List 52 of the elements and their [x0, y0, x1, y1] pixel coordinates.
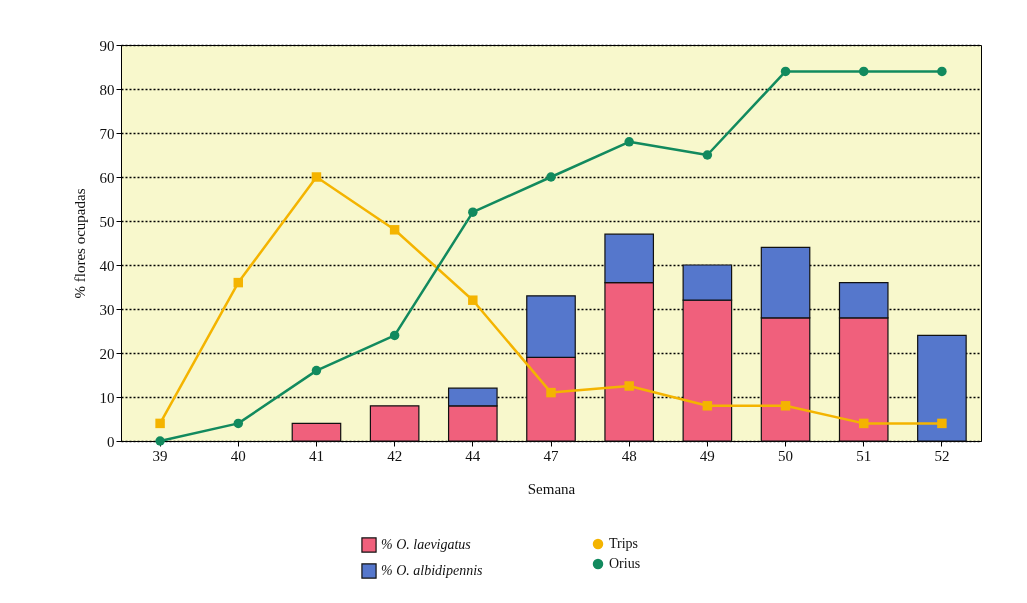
x-tick-label: 51 [856, 447, 872, 464]
x-tick-label: 50 [778, 447, 794, 464]
y-tick-label: 60 [99, 169, 115, 186]
legend-label: Trips [609, 536, 639, 551]
point [546, 172, 556, 182]
y-tick-label: 40 [99, 257, 115, 274]
x-tick-label: 40 [230, 447, 246, 464]
x-tick-label: 41 [308, 447, 324, 464]
y-tick-label: 20 [99, 345, 115, 362]
point [702, 150, 713, 160]
point [858, 66, 869, 77]
y-axis-title: % flores ocupadas [71, 188, 88, 299]
legend-label: Orius [609, 556, 641, 571]
point [233, 277, 244, 288]
point [937, 418, 947, 429]
point [389, 225, 400, 235]
point [155, 436, 165, 446]
point [468, 207, 478, 217]
bar [291, 422, 342, 442]
y-tick-label: 10 [99, 389, 115, 406]
point [546, 387, 556, 398]
legend-label: % O. laevigatus [381, 537, 472, 552]
point [780, 401, 791, 411]
point [311, 172, 322, 182]
point [937, 66, 947, 77]
y-tick-label: 30 [99, 301, 115, 318]
x-tick-label: 39 [152, 447, 168, 464]
y-tick-label: 80 [99, 81, 115, 98]
bar [369, 405, 420, 442]
point [233, 418, 244, 429]
x-tick-label: 42 [387, 447, 403, 464]
bar [917, 334, 967, 442]
x-axis-title: Semana [527, 480, 576, 497]
point [155, 418, 165, 429]
point [624, 381, 634, 391]
point [389, 330, 400, 341]
y-tick-label: 50 [99, 213, 115, 230]
point [311, 365, 322, 376]
x-tick-label: 44 [465, 447, 481, 464]
x-tick-label: 47 [543, 447, 559, 464]
legend-label: % O. albidipennis [381, 563, 484, 578]
point [858, 418, 869, 429]
y-tick-label: 70 [99, 125, 115, 142]
y-tick-label: 90 [99, 37, 115, 54]
point [468, 295, 478, 305]
x-tick-label: 48 [621, 447, 637, 464]
point [624, 137, 634, 147]
y-tick-label: 0 [107, 433, 115, 450]
point [702, 401, 713, 411]
point [780, 66, 791, 77]
x-tick-label: 52 [934, 447, 950, 464]
x-tick-label: 49 [699, 447, 715, 464]
